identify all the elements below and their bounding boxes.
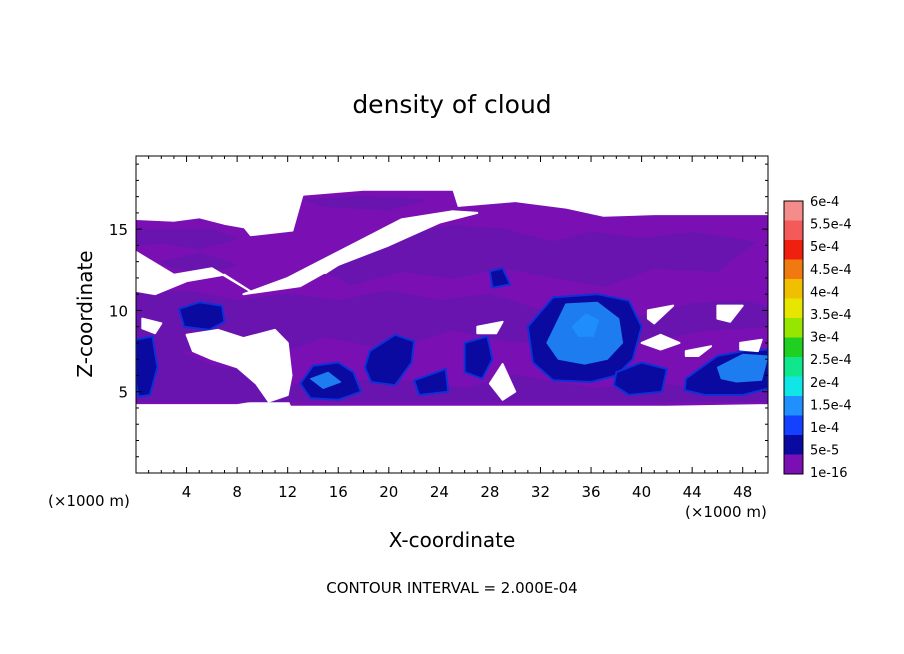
density-region-high-3	[571, 313, 600, 337]
density-region-low-5	[136, 335, 768, 403]
y-tick-label: 5	[118, 384, 128, 402]
colorbar-label: 2.5e-4	[810, 353, 852, 368]
density-region-low-0	[136, 228, 238, 250]
colorbar-swatch	[784, 240, 803, 260]
density-region-low-4	[136, 290, 768, 360]
x-axis-label: X-coordinate	[389, 528, 516, 552]
density-field	[136, 190, 768, 406]
density-region-high-2	[309, 371, 342, 389]
density-region-low-3	[312, 225, 757, 287]
x-tick-label: 24	[430, 483, 449, 501]
colorbar-label: 1.5e-4	[810, 398, 852, 413]
clear-air-gap-5	[476, 320, 504, 335]
density-region-mid-4	[463, 335, 494, 380]
colorbar-swatch	[784, 357, 803, 377]
clear-air-gap-8	[716, 304, 744, 323]
colorbar-swatch	[784, 220, 803, 241]
colorbar-swatch	[784, 201, 803, 221]
clear-air-gap-9	[640, 333, 681, 351]
x-tick-label: 28	[480, 483, 499, 501]
x-unit-label-left: (×1000 m)	[48, 492, 130, 510]
colorbar-label: 6e-4	[810, 195, 839, 210]
x-unit-label-right: (×1000 m)	[685, 503, 767, 521]
density-region-mid-9	[413, 368, 450, 396]
density-region-mid-1	[178, 301, 226, 331]
colorbar-label: 5e-5	[810, 444, 839, 459]
x-tick-label: 40	[632, 483, 651, 501]
colorbar-label: 3e-4	[810, 331, 839, 346]
x-tick-label: 12	[278, 483, 297, 501]
colorbar-label: 5e-4	[810, 240, 839, 255]
colorbar-frame	[783, 200, 804, 475]
colorbar-swatch	[784, 376, 803, 397]
density-region-mid-3	[363, 333, 416, 387]
x-tick-label: 44	[683, 483, 702, 501]
colorbar-swatch	[784, 318, 803, 338]
clear-air-gap-10	[684, 345, 713, 357]
density-region-low-1	[160, 252, 238, 273]
density-region-mid-6	[488, 267, 512, 289]
x-tick-label: 32	[531, 483, 550, 501]
colorbar: 6e-4 5.5e-4 5e-4 4.5e-4 4e-4 3.5e-4 3e-4 2.5e-4…	[783, 195, 852, 481]
y-axis: 5 10 15	[109, 163, 768, 458]
clear-air-gap-1	[141, 317, 163, 335]
clear-air-gap-4	[305, 263, 340, 274]
density-region-mid-7	[612, 361, 668, 396]
colorbar-swatch	[784, 259, 803, 280]
colorbar-swatch	[784, 279, 803, 299]
y-axis-label: Z-coordinate	[73, 250, 97, 377]
colorbar-swatch	[784, 415, 803, 436]
colorbar-swatch	[784, 454, 803, 475]
clear-air-gap-0	[136, 250, 251, 296]
x-tick-label: 16	[329, 483, 348, 501]
colorbar-swatch	[784, 337, 803, 358]
colorbar-swatch	[784, 435, 803, 455]
x-tick-label: 36	[581, 483, 600, 501]
colorbar-swatch	[784, 298, 803, 319]
y-tick-label: 10	[109, 302, 128, 320]
colorbar-label: 4.5e-4	[810, 263, 852, 278]
colorbar-label: 4e-4	[810, 285, 839, 300]
density-region-mid-0	[136, 335, 159, 398]
colorbar-label: 1e-4	[810, 421, 839, 436]
clear-air-gap-6	[488, 363, 517, 401]
x-tick-label: 48	[733, 483, 752, 501]
x-tick-label: 20	[379, 483, 398, 501]
chart-title: density of cloud	[352, 90, 551, 119]
density-region-high-1	[716, 353, 768, 383]
colorbar-label: 1e-16	[810, 466, 848, 481]
contour-interval-note: CONTOUR INTERVAL = 2.000E-04	[326, 579, 577, 597]
colorbar-label: 3.5e-4	[810, 308, 852, 323]
clear-air-gap-2	[185, 328, 293, 403]
y-tick-label: 15	[109, 221, 128, 239]
colorbar-swatch	[784, 396, 803, 416]
colorbar-label: 2e-4	[810, 376, 839, 391]
x-tick-label: 4	[182, 483, 192, 501]
clear-air-gap-7	[646, 304, 675, 325]
x-axis: 4 8 12 16 20 24 28 32 36 40 44 48	[148, 156, 756, 501]
colorbar-label: 5.5e-4	[810, 218, 852, 233]
density-region-low-2	[305, 195, 428, 211]
clear-air-gap-11	[739, 338, 763, 353]
x-tick-label: 8	[232, 483, 242, 501]
